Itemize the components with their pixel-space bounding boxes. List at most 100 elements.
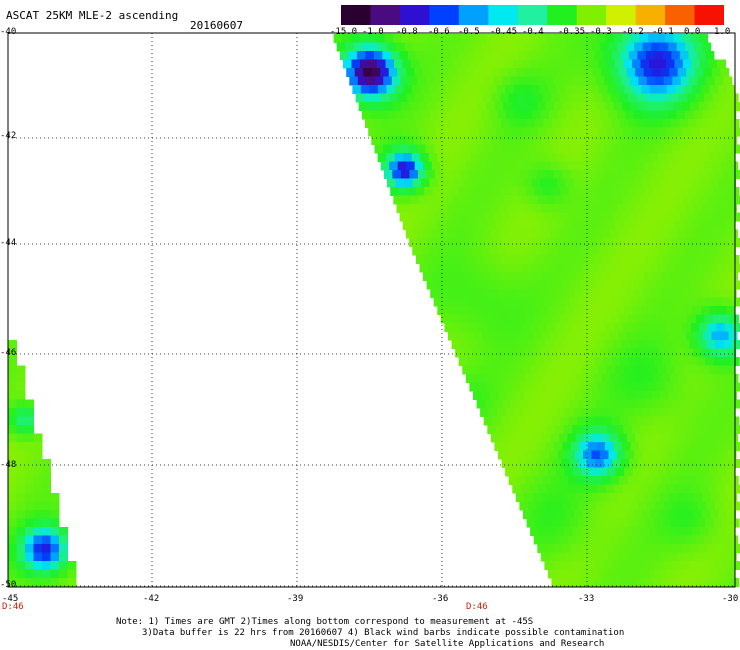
swath-cell [481, 204, 491, 213]
swath-cell [444, 34, 454, 43]
swath-cell [457, 161, 467, 171]
swath-cell [438, 289, 448, 298]
swath-cell [373, 51, 383, 60]
swath-cell [712, 272, 721, 281]
swath-cell [684, 110, 694, 120]
swath-cell [401, 102, 411, 111]
swath-cell [424, 187, 434, 196]
swath-cell [726, 306, 736, 315]
swath-cell [633, 408, 643, 417]
swath-cell [630, 340, 640, 349]
swath-cell [579, 280, 589, 290]
swath-cell [408, 212, 418, 222]
swath-cell [696, 416, 706, 426]
swath-cell [707, 484, 717, 494]
swath-cell [464, 42, 474, 52]
swath-cell [529, 34, 539, 43]
swath-cell [504, 221, 514, 230]
swath-cell [700, 306, 710, 315]
swath-cell [475, 51, 485, 60]
swath-cell [687, 476, 697, 485]
swath-cell [376, 127, 386, 137]
swath-cell [673, 34, 683, 43]
swath-cell [556, 467, 566, 477]
swath-cell [495, 127, 505, 137]
swath-cell [714, 297, 724, 307]
swath-cell [684, 348, 694, 358]
swath-cell [666, 467, 676, 477]
swath-cell [683, 85, 693, 94]
swath-cell [449, 255, 459, 264]
swath-cell [685, 493, 695, 502]
swath-cell [570, 442, 580, 451]
swath-cell [705, 297, 715, 307]
swath-cell [649, 306, 659, 315]
swath-cell [607, 408, 617, 417]
swath-cell [484, 119, 493, 128]
swath-cell [628, 518, 638, 528]
swath-cell [67, 569, 77, 579]
swath-cell [627, 161, 637, 171]
swath-cell [712, 314, 722, 324]
swath-cell [604, 501, 614, 511]
swath-cell [599, 569, 608, 579]
swath-cell [707, 544, 717, 553]
swath-cell [682, 484, 692, 494]
swath-cell [33, 578, 43, 587]
swath-cell [624, 246, 634, 256]
swath-cell [535, 51, 545, 60]
swath-cell [693, 178, 702, 188]
swath-cell [503, 280, 513, 290]
swath-cell [579, 170, 589, 179]
swath-cell [672, 144, 681, 154]
swath-cell [671, 119, 680, 128]
swath-cell [515, 493, 525, 502]
swath-cell [396, 42, 406, 52]
swath-cell [614, 195, 624, 205]
lon-label: -33 [578, 594, 595, 604]
swath-cell [546, 127, 556, 137]
swath-cell [546, 34, 556, 43]
swath-cell [659, 110, 669, 120]
swath-cell [673, 484, 683, 494]
swath-cell [528, 170, 538, 179]
swath-cell [493, 399, 503, 409]
swath-cell [493, 144, 503, 154]
swath-cell [554, 34, 564, 43]
swath-cell [657, 365, 667, 375]
swath-cell [685, 552, 695, 562]
swath-cell [507, 331, 517, 341]
swath-cell [580, 484, 590, 494]
swath-cell [564, 85, 574, 94]
swath-cell [564, 365, 574, 375]
swath-cell [522, 408, 532, 417]
swath-cell [468, 238, 478, 247]
swath-cell [499, 433, 509, 443]
swath-cell [579, 544, 589, 553]
swath-cell [514, 348, 524, 358]
swath-cell [718, 110, 728, 120]
swath-cell [597, 484, 607, 494]
swath-cell [727, 552, 737, 562]
swath-cell [449, 187, 459, 196]
swath-cell [579, 340, 589, 349]
swath-cell [437, 246, 447, 256]
swath-cell [695, 476, 705, 485]
swath-cell [400, 170, 410, 179]
swath-cell [584, 161, 594, 171]
swath-cell [683, 153, 693, 162]
swath-cell [617, 552, 627, 562]
swath-cell [720, 535, 730, 545]
swath-cell [489, 110, 499, 120]
swath-cell [703, 374, 713, 383]
swath-cell [370, 42, 380, 52]
swath-cell [415, 93, 425, 103]
swath-cell [682, 323, 692, 332]
swath-cell [696, 578, 705, 587]
swath-cell [558, 204, 567, 213]
swath-cell [443, 102, 453, 111]
swath-cell [646, 399, 656, 409]
swath-cell [25, 552, 34, 562]
swath-cell [429, 178, 439, 188]
swath-cell [670, 187, 680, 196]
